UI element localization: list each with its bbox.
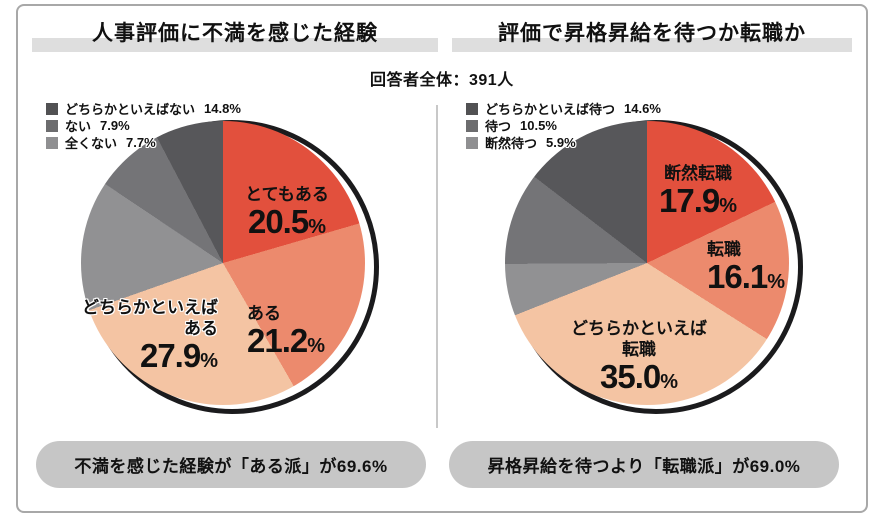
legend-item: 待つ 10.5%	[466, 118, 661, 134]
legend-value: 5.9%	[546, 135, 576, 150]
legend-value: 10.5%	[520, 118, 557, 133]
slice-label-danzen-tenshoku: 断然転職 17.9%	[658, 164, 738, 219]
slice-label-totemo-aru: とてもある 20.5%	[245, 185, 329, 240]
legend-swatch	[466, 102, 478, 115]
vertical-divider	[436, 105, 438, 428]
summary-text: 不満を感じた経験が「ある派」が69.6%	[74, 457, 388, 476]
right-summary-pill: 昇格昇給を待つより「転職派」が69.0%	[449, 441, 839, 488]
legend-label: どちらかといえば待つ	[485, 102, 616, 117]
legend-swatch	[46, 102, 58, 115]
legend-label: 待つ	[485, 119, 512, 134]
slice-label-dochiraka-tenshoku: どちらかといえば 転職 35.0%	[571, 319, 707, 395]
slice-label-dochiraka-aru: どちらかといえば ある 27.9%	[82, 298, 218, 374]
title-highlight-bar	[452, 38, 852, 52]
legend-item: ない 7.9%	[46, 118, 241, 134]
left-legend: どちらかといえばない 14.8% ない 7.9% 全くない 7.7%	[46, 101, 241, 152]
left-chart-title: 人事評価に不満を感じた経験	[32, 17, 438, 53]
right-pie	[505, 121, 789, 405]
legend-value: 14.8%	[204, 101, 241, 116]
legend-label: 断然待つ	[485, 136, 538, 151]
legend-value: 7.9%	[100, 118, 130, 133]
page-title: 人事評価に不満を感じた経験	[92, 22, 378, 45]
legend-swatch	[46, 136, 58, 149]
summary-text: 昇格昇給を待つより「転職派」が69.0%	[487, 457, 801, 476]
left-summary-pill: 不満を感じた経験が「ある派」が69.6%	[36, 441, 426, 488]
left-pie	[81, 121, 365, 405]
legend-label: 全くない	[65, 136, 118, 151]
slice-label-tenshoku: 転職 16.1%	[707, 240, 786, 295]
legend-swatch	[466, 119, 478, 132]
page-title: 評価で昇格昇給を待つか転職か	[498, 22, 806, 45]
title-highlight-bar	[32, 38, 438, 52]
legend-swatch	[466, 136, 478, 149]
legend-label: どちらかといえばない	[65, 102, 196, 117]
legend-label: ない	[65, 119, 92, 134]
legend-swatch	[46, 119, 58, 132]
legend-item: どちらかといえば待つ 14.6%	[466, 101, 661, 117]
legend-item: 全くない 7.7%	[46, 135, 241, 151]
legend-item: どちらかといえばない 14.8%	[46, 101, 241, 117]
respondents-note: 回答者全体：391人	[370, 72, 514, 89]
right-legend: どちらかといえば待つ 14.6% 待つ 10.5% 断然待つ 5.9%	[466, 101, 661, 152]
legend-value: 7.7%	[126, 135, 156, 150]
right-chart-title: 評価で昇格昇給を待つか転職か	[452, 17, 852, 53]
slice-label-aru: ある 21.2%	[247, 304, 326, 359]
legend-value: 14.6%	[624, 101, 661, 116]
legend-item: 断然待つ 5.9%	[466, 135, 661, 151]
